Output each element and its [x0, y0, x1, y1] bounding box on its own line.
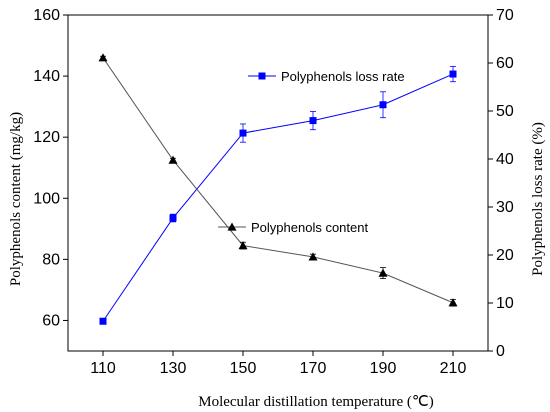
- legend-label: Polyphenols loss rate: [281, 69, 405, 84]
- axes-group: 110 130 150 170 190 210 60 80 100 120 140 160 0 10 20 3…: [33, 7, 514, 377]
- data-point: [168, 155, 178, 164]
- x-tick-label: 190: [370, 360, 397, 377]
- x-tick-label: 210: [440, 360, 467, 377]
- y-right-tick-label: 30: [496, 199, 514, 216]
- data-point: [308, 252, 318, 261]
- x-tick-label: 110: [90, 360, 116, 377]
- y-left-tick-label: 60: [42, 312, 60, 329]
- data-point: [449, 70, 457, 78]
- x-tick-label: 170: [300, 360, 327, 377]
- y-right-tick-label: 20: [496, 247, 514, 264]
- y-right-tick-label: 60: [496, 55, 514, 72]
- data-point: [99, 317, 107, 325]
- legend-entry: Polyphenols loss rate: [248, 69, 405, 84]
- y-right-tick-label: 50: [496, 103, 514, 120]
- series-loss-rate: [99, 65, 457, 325]
- legend: Polyphenols loss rate Polyphenols content: [218, 69, 405, 235]
- legend-label: Polyphenols content: [251, 220, 368, 235]
- x-tick-label: 150: [230, 360, 257, 377]
- y-axis-left-title: Polyphenols content (mg/kg): [8, 112, 24, 286]
- data-point: [309, 117, 317, 125]
- data-point: [448, 298, 458, 307]
- legend-marker: [227, 222, 237, 231]
- x-tick-label: 130: [160, 360, 187, 377]
- legend-entry: Polyphenols content: [218, 220, 368, 235]
- x-axis-title: Molecular distillation temperature (℃): [198, 394, 434, 410]
- series-line: [102, 57, 454, 304]
- y-right-tick-label: 0: [496, 343, 505, 360]
- data-point: [238, 241, 248, 250]
- data-point: [379, 101, 387, 109]
- data-point: [169, 214, 177, 222]
- series-content: [98, 53, 458, 307]
- series-line: [102, 73, 454, 322]
- y-left-tick-label: 160: [33, 7, 60, 24]
- y-left-tick-label: 80: [42, 251, 60, 268]
- y-right-tick-label: 10: [496, 295, 514, 312]
- series-layer: [98, 53, 458, 325]
- data-point: [378, 268, 388, 277]
- y-left-tick-label: 100: [33, 190, 60, 207]
- y-left-tick-label: 140: [33, 68, 60, 85]
- legend-marker: [258, 72, 266, 80]
- y-right-tick-label: 40: [496, 151, 514, 168]
- y-left-tick-label: 120: [33, 129, 60, 146]
- data-point: [239, 129, 247, 137]
- y-axis-right-title: Polyphenols loss rate (%): [530, 122, 546, 276]
- y-right-tick-label: 70: [496, 7, 514, 24]
- data-point: [98, 53, 108, 62]
- plot-frame: [67, 14, 489, 352]
